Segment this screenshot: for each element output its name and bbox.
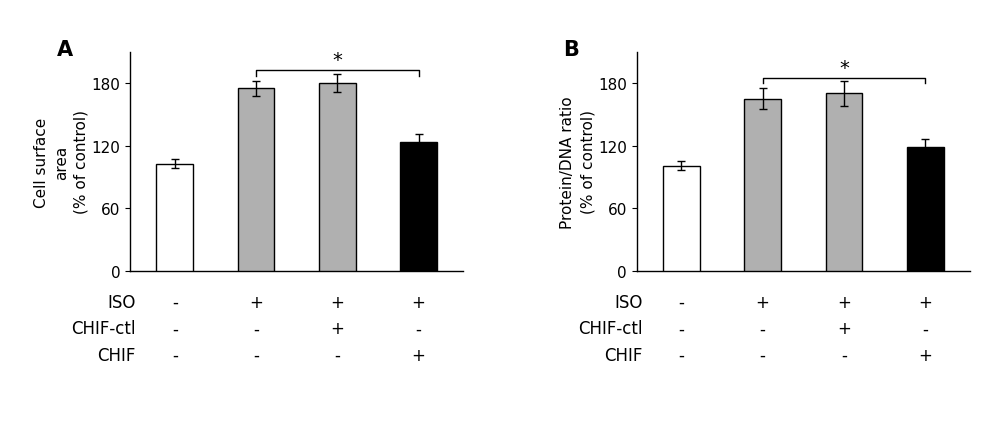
Text: +: + <box>837 319 851 338</box>
Bar <box>744 99 781 272</box>
Text: CHIF: CHIF <box>97 346 136 364</box>
Text: +: + <box>918 293 932 311</box>
Bar <box>826 94 862 272</box>
Text: +: + <box>249 293 263 311</box>
Text: -: - <box>253 319 259 338</box>
Y-axis label: Protein/DNA ratio
(% of control): Protein/DNA ratio (% of control) <box>560 96 595 228</box>
Text: +: + <box>330 293 344 311</box>
Text: -: - <box>678 293 684 311</box>
Text: CHIF: CHIF <box>604 346 642 364</box>
Text: +: + <box>756 293 770 311</box>
Text: CHIF-ctl: CHIF-ctl <box>578 319 642 338</box>
Text: *: * <box>332 51 342 70</box>
Text: -: - <box>841 346 847 364</box>
Bar <box>156 164 193 272</box>
Text: CHIF-ctl: CHIF-ctl <box>71 319 136 338</box>
Text: B: B <box>563 39 579 60</box>
Text: -: - <box>172 319 178 338</box>
Text: -: - <box>678 319 684 338</box>
Text: +: + <box>330 319 344 338</box>
Text: -: - <box>760 319 766 338</box>
Text: A: A <box>57 39 73 60</box>
Text: +: + <box>918 346 932 364</box>
Bar <box>907 148 944 272</box>
Text: +: + <box>837 293 851 311</box>
Text: *: * <box>839 59 849 78</box>
Bar <box>663 166 700 272</box>
Text: -: - <box>678 346 684 364</box>
Text: +: + <box>412 293 426 311</box>
Text: -: - <box>172 293 178 311</box>
Text: -: - <box>334 346 340 364</box>
Bar <box>400 142 437 272</box>
Text: -: - <box>253 346 259 364</box>
Text: +: + <box>412 346 426 364</box>
Text: -: - <box>760 346 766 364</box>
Text: -: - <box>922 319 928 338</box>
Text: ISO: ISO <box>107 293 136 311</box>
Bar <box>319 84 356 272</box>
Text: -: - <box>172 346 178 364</box>
Text: -: - <box>416 319 422 338</box>
Text: ISO: ISO <box>614 293 642 311</box>
Bar <box>238 89 274 272</box>
Y-axis label: Cell surface
area
(% of control): Cell surface area (% of control) <box>34 110 89 214</box>
